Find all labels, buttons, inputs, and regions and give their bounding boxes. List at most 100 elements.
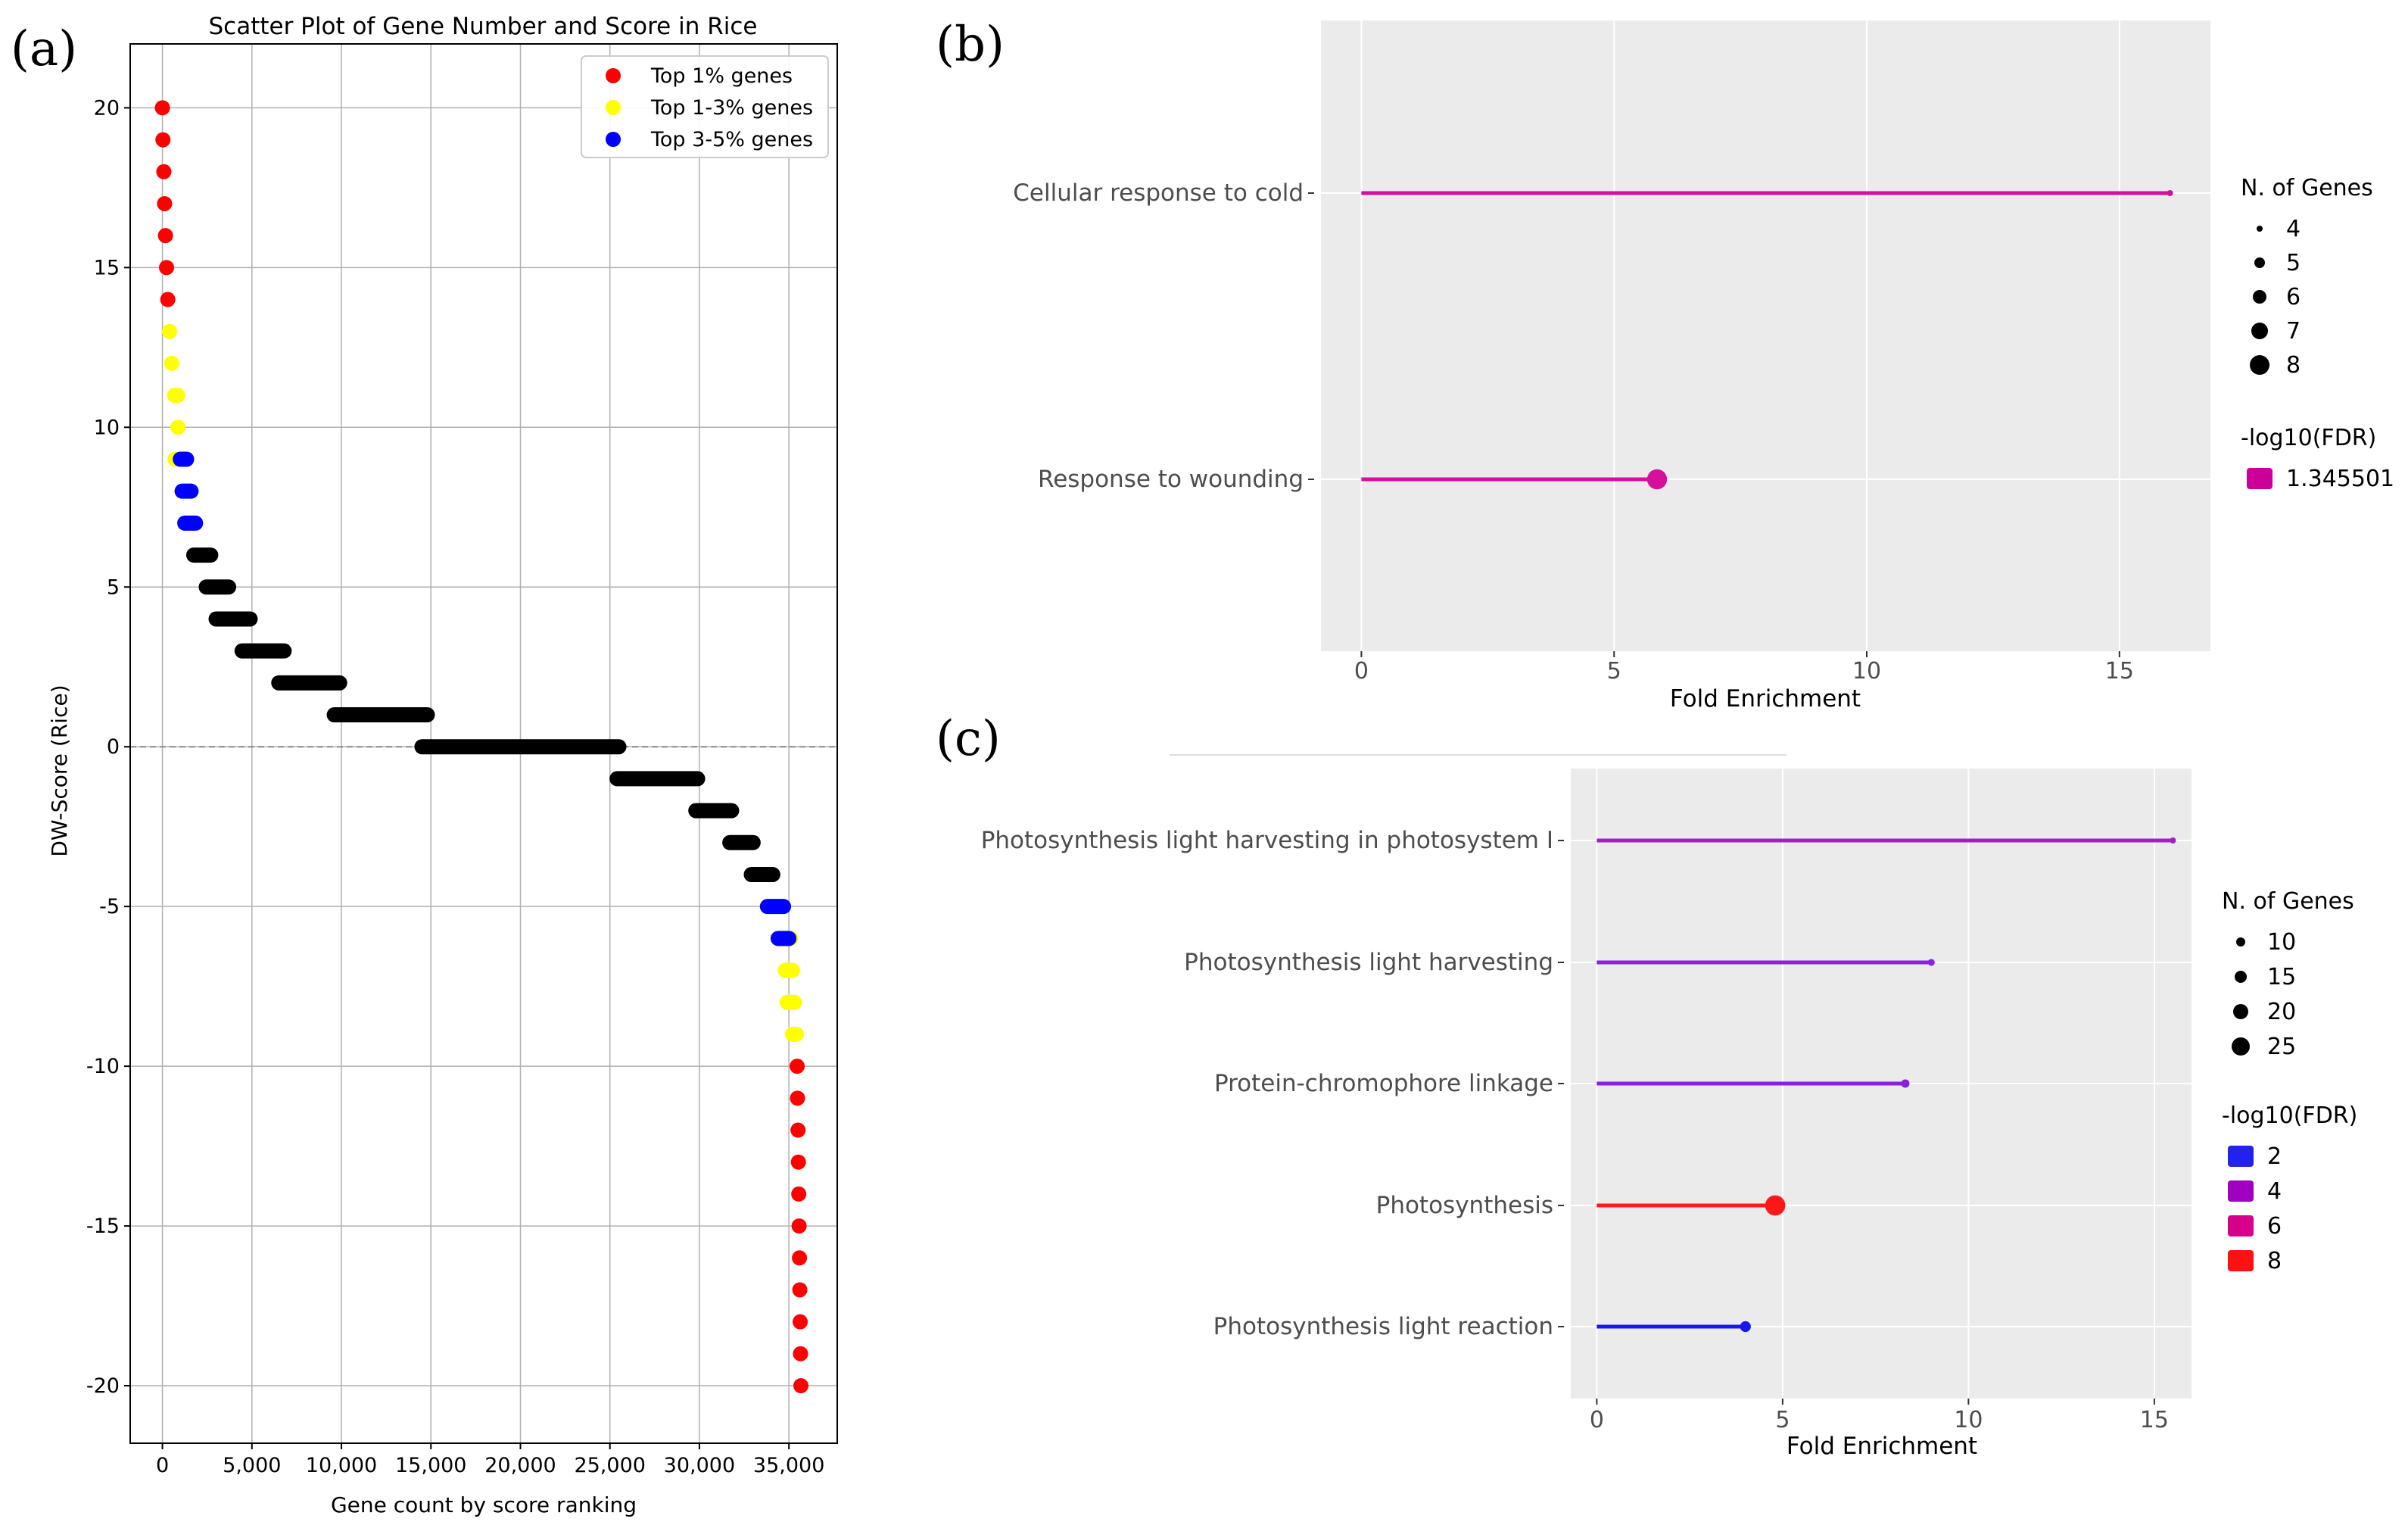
size-legend-label: 4 xyxy=(2286,216,2301,242)
data-point xyxy=(170,419,186,435)
color-legend-title: -log10(FDR) xyxy=(2222,1102,2357,1129)
category-label: Photosynthesis xyxy=(1376,1192,1553,1219)
y-tick-label: -15 xyxy=(86,1215,120,1238)
data-point xyxy=(793,1378,808,1394)
data-point xyxy=(157,195,173,211)
lollipop-head xyxy=(2167,190,2173,196)
color-legend-title: -log10(FDR) xyxy=(2241,425,2376,451)
x-tick-label: 35,000 xyxy=(753,1454,824,1477)
panel-c-legends: N. of Genes 10 15 20 25 -log10(FDR) 2 4 6 8 xyxy=(2222,888,2357,1274)
data-point xyxy=(791,1186,807,1202)
panel-a-x-axis-label: Gene count by score ranking xyxy=(331,1492,637,1517)
x-tick-label: 0 xyxy=(156,1454,169,1477)
data-point xyxy=(154,100,170,116)
data-point xyxy=(790,1059,805,1074)
size-legend-marker xyxy=(2251,323,2268,339)
size-legend-marker xyxy=(2232,1037,2250,1056)
category-label: Protein-chromophore linkage xyxy=(1214,1070,1553,1097)
lollipop-head xyxy=(1927,959,1935,966)
panel-a-y-axis-label: DW-Score (Rice) xyxy=(47,685,72,856)
size-legend-marker xyxy=(2253,290,2266,304)
size-legend-label: 20 xyxy=(2267,999,2296,1025)
y-tick-label: -20 xyxy=(86,1374,120,1398)
color-legend-label: 6 xyxy=(2267,1213,2282,1240)
color-legend-swatch xyxy=(2228,1250,2254,1271)
lollipop-head xyxy=(2170,837,2176,844)
y-tick-label: 20 xyxy=(94,96,120,120)
size-legend-label: 10 xyxy=(2267,929,2296,956)
legend-label: Top 1% genes xyxy=(650,64,793,88)
category-label: Photosynthesis light harvesting xyxy=(1184,949,1553,976)
y-tick-label: 0 xyxy=(107,735,120,759)
x-tick-label: 0 xyxy=(1354,658,1369,685)
panel-b-letter: (b) xyxy=(936,17,1005,73)
size-legend-label: 8 xyxy=(2286,352,2301,379)
data-point xyxy=(792,1282,808,1298)
panel-b-x-axis-label: Fold Enrichment xyxy=(1670,685,1861,713)
data-point xyxy=(793,1346,808,1361)
legend-label: Top 3-5% genes xyxy=(650,128,813,151)
size-legend-marker xyxy=(2250,355,2269,375)
panel-a-y-ticks: 20 15 10 5 0 -5 -10 -15 -20 xyxy=(86,96,130,1398)
panel-b-lollipop: 0 5 10 15 Cellular response to cold Response … xyxy=(1013,20,2394,713)
size-legend-marker xyxy=(2236,937,2245,946)
lollipop-head xyxy=(1901,1079,1910,1088)
panel-a-legend-box xyxy=(581,55,829,158)
panel-c-lollipop: 0 5 10 15 Photosynthesis light harvesting in… xyxy=(981,769,2357,1460)
legend-marker xyxy=(606,68,621,83)
size-legend-label: 5 xyxy=(2286,250,2301,276)
panel-a-x-ticks: 0 5,000 10,000 15,000 20,000 25,000 30,000 35,0… xyxy=(156,1443,824,1477)
color-legend-swatch xyxy=(2228,1146,2254,1167)
panel-b-marks: 0 5 10 15 Cellular response to cold Response … xyxy=(1013,20,2210,685)
size-legend-marker xyxy=(2233,1004,2248,1019)
color-legend-swatch xyxy=(2228,1180,2254,1202)
color-legend-label: 1.345501 xyxy=(2286,466,2394,492)
x-tick-label: 30,000 xyxy=(664,1454,735,1477)
data-point xyxy=(790,1154,806,1170)
data-point xyxy=(790,1090,805,1106)
legend-marker xyxy=(606,100,621,115)
data-point xyxy=(792,1250,808,1266)
y-tick-label: 10 xyxy=(94,416,120,439)
legend-label: Top 1-3% genes xyxy=(650,96,813,120)
x-tick-label: 10,000 xyxy=(306,1454,377,1477)
data-point xyxy=(790,1122,806,1138)
x-tick-label: 20,000 xyxy=(484,1454,556,1477)
legend-marker xyxy=(606,132,621,147)
lollipop-head xyxy=(1740,1321,1751,1333)
x-tick-label: 5 xyxy=(1775,1407,1790,1433)
x-tick-label: 25,000 xyxy=(574,1454,645,1477)
size-legend-title: N. of Genes xyxy=(2241,175,2373,201)
data-point xyxy=(157,228,173,244)
x-tick-label: 10 xyxy=(1954,1407,1983,1433)
y-tick-label: 5 xyxy=(107,575,120,599)
x-tick-label: 15 xyxy=(2105,658,2134,685)
data-point xyxy=(791,1218,807,1234)
size-legend-marker xyxy=(2235,971,2247,983)
panel-a-points xyxy=(154,100,808,1394)
color-legend-label: 4 xyxy=(2267,1178,2282,1205)
y-tick-label: -5 xyxy=(99,895,120,918)
panel-a-letter: (a) xyxy=(11,21,77,77)
color-legend-label: 2 xyxy=(2267,1143,2282,1170)
color-legend-swatch xyxy=(2247,468,2272,489)
panel-b-plot-background xyxy=(1321,20,2210,651)
data-point xyxy=(156,164,172,179)
panel-c-marks: 0 5 10 15 Photosynthesis light harvesting in… xyxy=(981,769,2191,1433)
category-label: Cellular response to cold xyxy=(1013,179,1304,207)
category-label: Response to wounding xyxy=(1038,466,1304,493)
y-tick-label: 15 xyxy=(94,256,120,279)
data-point xyxy=(164,355,179,371)
panel-b-legends: N. of Genes 4 5 6 7 8 -log10(FDR) 1.345501 xyxy=(2241,175,2394,492)
size-legend-label: 15 xyxy=(2267,964,2296,990)
color-legend-label: 8 xyxy=(2267,1248,2282,1274)
category-label: Photosynthesis light reaction xyxy=(1213,1313,1553,1340)
x-tick-label: 5 xyxy=(1607,658,1621,685)
data-point xyxy=(155,132,171,148)
lollipop-head xyxy=(1765,1195,1786,1216)
x-tick-label: 5,000 xyxy=(223,1454,281,1477)
panel-a-scatter: Scatter Plot of Gene Number and Score in… xyxy=(47,13,838,1517)
data-point xyxy=(793,1314,808,1330)
x-tick-label: 10 xyxy=(1852,658,1881,685)
